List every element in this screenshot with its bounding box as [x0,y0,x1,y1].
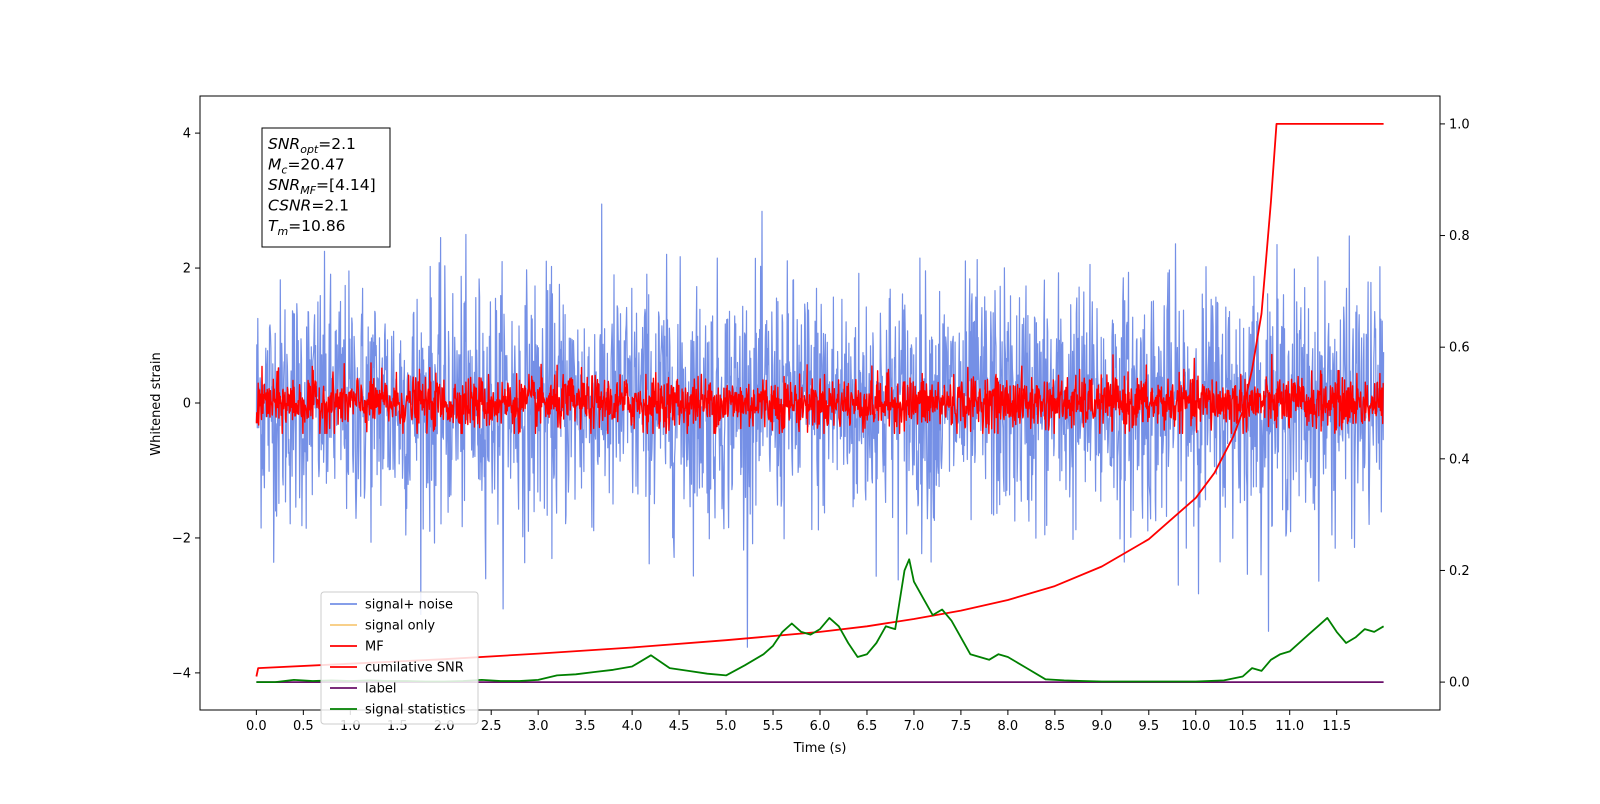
x-tick-label: 5.5 [763,719,784,734]
annotation-line: CSNR=2.1 [268,197,349,215]
y-tick-label: −4 [172,666,191,681]
x-tick-label: 9.5 [1138,719,1159,734]
annotation-frame [261,127,391,248]
x-tick-label: 7.0 [904,719,925,734]
annotation-line: Mc=20.47 [268,156,345,177]
annotation-line: SNRopt=2.1 [268,135,356,156]
y-axis-label: Whitened strain [149,352,164,455]
annotation-line: Tm=10.86 [268,217,346,238]
y2-tick-label: 1.0 [1449,117,1470,132]
x-tick-label: 6.5 [857,719,878,734]
legend-label: label [365,682,396,697]
y-tick-label: 4 [183,127,191,142]
y2-tick-label: 0.8 [1449,229,1470,244]
x-tick-label: 7.5 [951,719,972,734]
legend: signal+ noise signal only MF cumilative SNR… [320,591,479,725]
series-cumilative-snr [255,123,1384,677]
legend-label: signal only [365,619,435,634]
x-tick-label: 8.0 [998,719,1019,734]
y-tick-label: −2 [172,531,191,546]
x-tick-label: 2.5 [481,719,502,734]
x-tick-label: 4.5 [669,719,690,734]
annotation-line: SNRMF=[4.14] [268,176,376,197]
x-tick-label: 4.0 [622,719,643,734]
x-tick-label: 0.0 [246,719,267,734]
y2-tick-label: 0.4 [1449,452,1470,467]
axes-layer: 0.0 0.5 1.0 1.5 2.0 2.5 3.0 3.5 4.0 4.5 5.0 5.5 6.0 6… [172,117,1470,734]
x-tick-label: 9.0 [1091,719,1112,734]
x-tick-label: 11.0 [1275,719,1304,734]
x-tick-label: 3.0 [528,719,549,734]
x-tick-label: 3.5 [575,719,596,734]
series-signal-statistics [256,558,1385,683]
y2-tick-label: 0.0 [1449,676,1470,691]
x-tick-label: 6.0 [810,719,831,734]
legend-label: signal statistics [365,703,466,718]
x-tick-label: 10.0 [1181,719,1210,734]
series-signal-noise [255,203,1385,648]
legend-label: MF [365,640,384,655]
x-tick-label: 8.5 [1045,719,1066,734]
legend-label: cumilative SNR [365,661,464,676]
x-tick-label: 11.5 [1322,719,1351,734]
legend-frame [320,591,479,725]
x-tick-label: 10.5 [1228,719,1257,734]
x-tick-label: 0.5 [293,719,314,734]
x-axis-label: Time (s) [793,741,847,756]
y2-tick-label: 0.6 [1449,341,1470,356]
x-tick-label: 5.0 [716,719,737,734]
legend-label: signal+ noise [365,598,453,613]
series-mf [255,353,1385,435]
y2-tick-label: 0.2 [1449,564,1470,579]
y-tick-label: 2 [183,262,191,277]
y-tick-label: 0 [183,397,191,412]
